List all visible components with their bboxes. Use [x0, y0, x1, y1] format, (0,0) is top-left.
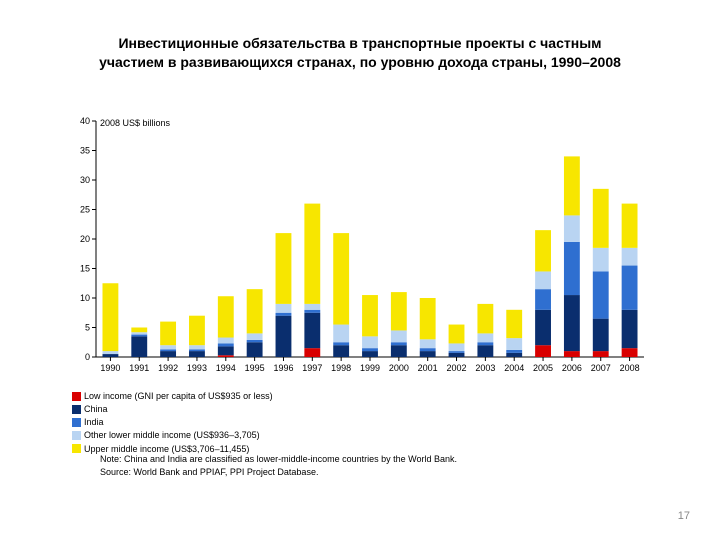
- legend-swatch-other_lmi: [72, 431, 81, 440]
- legend-swatch-china: [72, 405, 81, 414]
- svg-text:25: 25: [80, 205, 90, 215]
- svg-text:30: 30: [80, 175, 90, 185]
- svg-text:35: 35: [80, 146, 90, 156]
- title-line-1: Инвестиционные обязательства в транспорт…: [60, 34, 660, 53]
- svg-text:2000: 2000: [389, 363, 409, 373]
- legend-swatch-low: [72, 392, 81, 401]
- svg-text:2003: 2003: [475, 363, 495, 373]
- footnote-classification: Note: China and India are classified as …: [100, 454, 457, 464]
- slide: Инвестиционные обязательства в транспорт…: [0, 0, 720, 540]
- svg-text:1997: 1997: [302, 363, 322, 373]
- legend-label-india: India: [84, 416, 104, 428]
- legend-item-other_lmi: Other lower middle income (US$936–3,705): [72, 429, 273, 441]
- legend-label-other_lmi: Other lower middle income (US$936–3,705): [84, 429, 260, 441]
- legend-item-india: India: [72, 416, 273, 428]
- legend-item-china: China: [72, 403, 273, 415]
- svg-text:0: 0: [85, 352, 90, 362]
- svg-text:2002: 2002: [447, 363, 467, 373]
- svg-text:2007: 2007: [591, 363, 611, 373]
- title-line-2: участием в развивающихся странах, по уро…: [60, 53, 660, 72]
- svg-text:1991: 1991: [129, 363, 149, 373]
- chart-container: 0 5 10 15 20 25 30 35 40 1990 1991 1992 1993 1994 1995…: [72, 115, 648, 375]
- legend-swatch-india: [72, 418, 81, 427]
- svg-text:1994: 1994: [216, 363, 236, 373]
- legend-label-low: Low income (GNI per capita of US$935 or …: [84, 390, 273, 402]
- page-number: 17: [678, 510, 690, 522]
- legend: Low income (GNI per capita of US$935 or …: [72, 390, 273, 456]
- legend-label-china: China: [84, 403, 108, 415]
- svg-text:2004: 2004: [504, 363, 524, 373]
- svg-text:1993: 1993: [187, 363, 207, 373]
- stacked-bar-chart: 0 5 10 15 20 25 30 35 40 1990 1991 1992 1993 1994 1995…: [72, 115, 648, 375]
- svg-text:15: 15: [80, 264, 90, 274]
- svg-text:1990: 1990: [100, 363, 120, 373]
- legend-item-low: Low income (GNI per capita of US$935 or …: [72, 390, 273, 402]
- svg-text:40: 40: [80, 116, 90, 126]
- svg-text:2006: 2006: [562, 363, 582, 373]
- svg-text:1996: 1996: [273, 363, 293, 373]
- footnote-source: Source: World Bank and PPIAF, PPI Projec…: [100, 467, 318, 477]
- chart-title: Инвестиционные обязательства в транспорт…: [60, 34, 660, 72]
- legend-label-umi: Upper middle income (US$3,706–11,455): [84, 443, 249, 455]
- svg-text:1998: 1998: [331, 363, 351, 373]
- svg-text:20: 20: [80, 234, 90, 244]
- svg-text:5: 5: [85, 323, 90, 333]
- svg-text:1992: 1992: [158, 363, 178, 373]
- svg-text:2001: 2001: [418, 363, 438, 373]
- svg-text:10: 10: [80, 293, 90, 303]
- legend-swatch-umi: [72, 444, 81, 453]
- svg-text:1999: 1999: [360, 363, 380, 373]
- svg-text:2008: 2008: [620, 363, 640, 373]
- legend-item-umi: Upper middle income (US$3,706–11,455): [72, 443, 273, 455]
- svg-text:1995: 1995: [245, 363, 265, 373]
- svg-text:2005: 2005: [533, 363, 553, 373]
